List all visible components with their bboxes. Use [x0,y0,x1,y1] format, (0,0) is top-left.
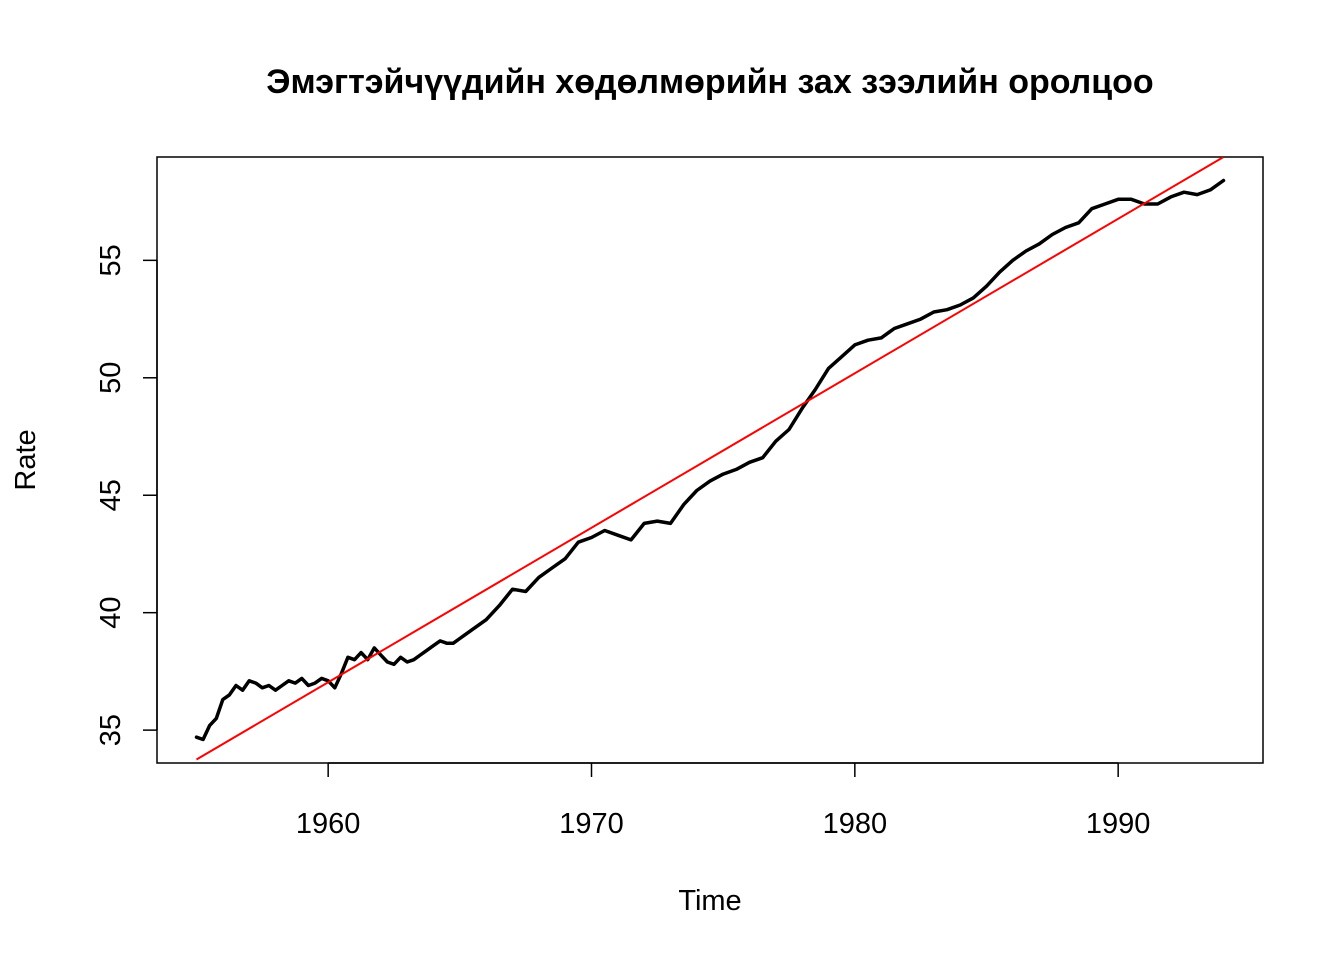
trend-line [195,157,1225,761]
x-tick-label: 1970 [559,808,624,840]
y-tick-label: 50 [95,362,127,394]
rate-series-line [194,178,1226,742]
y-tick-label: 35 [95,714,127,746]
y-tick-label: 45 [95,479,127,511]
x-tick-label: 1960 [296,808,361,840]
y-axis-label: Rate [10,429,42,490]
plot-frame [156,156,1264,764]
x-tick-label: 1980 [823,808,888,840]
y-tick-label: 55 [95,244,127,276]
x-axis-label: Time [678,885,741,917]
x-tick-label: 1990 [1086,808,1151,840]
x-axis: 1960 1970 1980 1990 [296,762,1151,840]
y-tick-label: 40 [95,597,127,629]
chart-title: Эмэгтэйчүүдийн хөдөлмөрийн зах зээлийн о… [266,63,1153,101]
y-axis: 35 40 45 50 55 [95,244,158,746]
series-layer [194,157,1226,761]
